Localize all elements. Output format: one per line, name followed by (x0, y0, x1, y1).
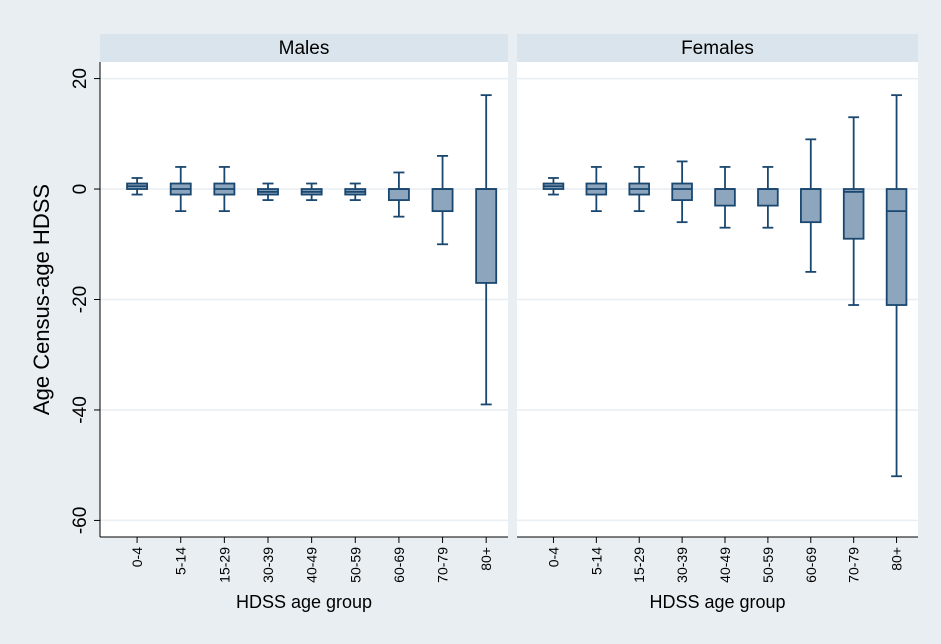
x-axis-title-females: HDSS age group (649, 592, 785, 612)
x-tick-label: 30-39 (260, 547, 276, 583)
x-tick-label: 40-49 (717, 547, 733, 583)
x-tick-label: 40-49 (304, 547, 320, 583)
x-tick-label: 30-39 (674, 547, 690, 583)
x-tick-label: 50-59 (347, 547, 363, 583)
box (387, 188, 410, 201)
box (885, 188, 908, 306)
x-tick-label: 50-59 (760, 547, 776, 583)
x-tick-label: 60-69 (803, 547, 819, 583)
panel-title-females: Females (681, 38, 754, 59)
box (714, 188, 736, 207)
panel-strip-females (517, 34, 918, 62)
y-tick-label: -40 (70, 396, 91, 423)
y-axis-title: Age Census-age HDSS (29, 184, 54, 415)
x-tick-label: 60-69 (391, 547, 407, 583)
y-tick-label: 20 (70, 68, 91, 89)
panel-title-males: Males (279, 38, 330, 59)
box (757, 188, 779, 207)
x-axis-title-males: HDSS age group (236, 592, 372, 612)
x-tick-label: 15-29 (631, 547, 647, 583)
x-tick-label: 5-14 (173, 547, 189, 575)
y-tick-label: -20 (70, 286, 91, 313)
box (475, 188, 498, 284)
box (431, 188, 454, 213)
box (800, 188, 822, 224)
x-tick-label: 15-29 (216, 547, 232, 583)
x-tick-label: 5-14 (588, 547, 604, 575)
x-tick-label: 0-4 (129, 547, 145, 567)
y-tick-label: 0 (70, 184, 91, 195)
panel-strip-males (100, 34, 508, 62)
x-tick-label: 70-79 (846, 547, 862, 583)
box (842, 188, 865, 240)
x-tick-label: 80+ (478, 547, 494, 571)
box (671, 182, 693, 201)
y-tick-label: -60 (70, 507, 91, 534)
x-tick-label: 70-79 (435, 547, 451, 583)
x-tick-label: 0-4 (545, 547, 561, 567)
x-tick-label: 80+ (889, 547, 905, 571)
